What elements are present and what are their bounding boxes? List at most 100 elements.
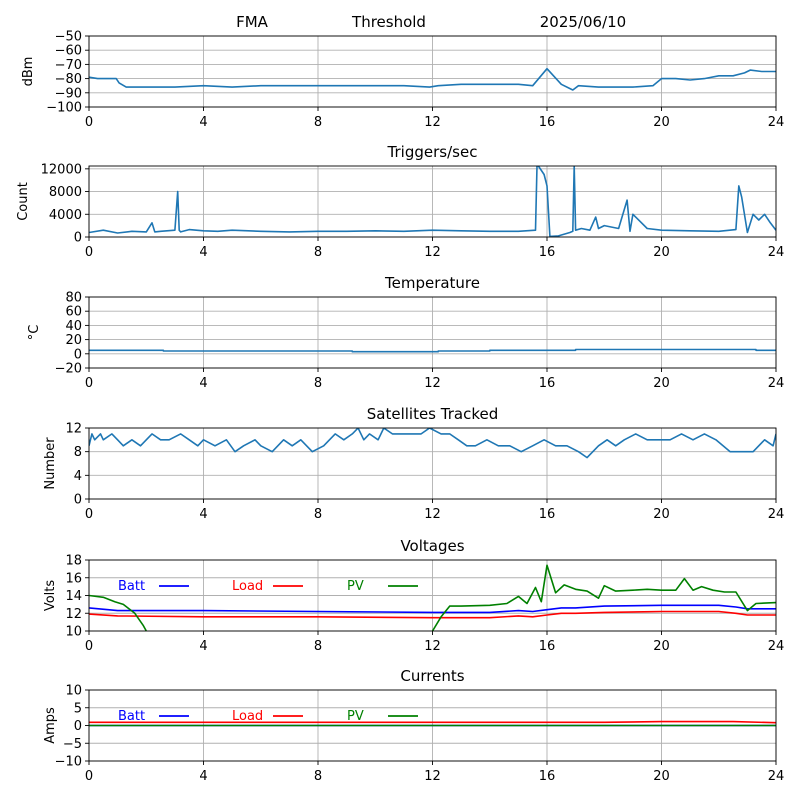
y-tick-label: 12 (65, 607, 82, 622)
y-tick-label: −90 (55, 86, 82, 101)
x-tick-label: 4 (199, 507, 207, 522)
x-tick-label: 0 (85, 115, 93, 130)
x-tick-label: 8 (314, 639, 322, 654)
y-tick-label: −70 (55, 58, 82, 73)
x-tick-label: 12 (424, 769, 441, 784)
header-middle: Threshold (351, 13, 426, 31)
y-tick-label: 8 (74, 445, 82, 460)
x-tick-label: 24 (768, 639, 785, 654)
panel-threshold: 0 4 8 12 16 20 24 −100−90−80−70−60−50 dBm (21, 30, 784, 131)
x-tick-label: 8 (314, 507, 322, 522)
series-line-threshold (89, 67, 776, 91)
y-axis-label: Volts (43, 580, 58, 612)
x-tick-label: 20 (653, 507, 670, 522)
x-tick-label: 20 (653, 769, 670, 784)
x-tick-label: 0 (85, 769, 93, 784)
x-tick-label: 20 (653, 639, 670, 654)
chart-title: Triggers/sec (387, 143, 478, 161)
x-tick-label: 20 (653, 376, 670, 391)
y-tick-label: 10 (65, 684, 82, 699)
panel-currents: 0 4 8 12 16 20 24 −10 −5 0 5 10 Currents Amps Batt Load… (43, 667, 784, 784)
y-axis-label: Amps (43, 707, 58, 744)
y-tick-label: 10 (65, 625, 82, 640)
y-tick-label: 0 (74, 719, 82, 734)
y-tick-label: 60 (65, 305, 82, 320)
y-tick-label: 8000 (49, 185, 82, 200)
y-tick-label: −20 (55, 362, 82, 377)
series-line-temperature (89, 348, 776, 353)
x-tick-label: 0 (85, 376, 93, 391)
y-tick-label: 16 (65, 571, 82, 586)
x-tick-label: 4 (199, 115, 207, 130)
y-tick-label: −60 (55, 44, 82, 59)
x-tick-label: 8 (314, 115, 322, 130)
header-left: FMA (236, 13, 269, 31)
panel-satellites: 0 4 8 12 16 20 24 0 4 8 12 Satellites Tracked Number (43, 405, 784, 522)
y-axis-label: Count (16, 182, 31, 221)
y-tick-label: 4000 (49, 208, 82, 223)
y-axis-label: Number (43, 437, 58, 490)
y-tick-label: 0 (74, 347, 82, 362)
series-line-pv (431, 564, 776, 631)
legend-label-pv: PV (347, 579, 364, 594)
x-tick-label: 12 (424, 115, 441, 130)
series-line-satellites (89, 428, 776, 459)
y-tick-label: −100 (46, 101, 82, 116)
legend-label-load: Load (232, 709, 263, 724)
x-tick-label: 4 (199, 769, 207, 784)
y-tick-label: 12 (65, 422, 82, 437)
x-tick-label: 8 (314, 376, 322, 391)
y-axis-label: dBm (21, 57, 36, 87)
x-tick-label: 24 (768, 769, 785, 784)
x-tick-label: 12 (424, 507, 441, 522)
x-tick-label: 24 (768, 376, 785, 391)
x-tick-label: 16 (539, 639, 556, 654)
chart-title: Satellites Tracked (367, 405, 498, 423)
chart-title: Voltages (400, 537, 464, 555)
x-tick-label: 8 (314, 769, 322, 784)
x-tick-label: 16 (539, 376, 556, 391)
y-tick-label: 18 (65, 554, 82, 569)
x-tick-label: 24 (768, 115, 785, 130)
x-tick-label: 12 (424, 639, 441, 654)
x-tick-label: 20 (653, 245, 670, 260)
y-tick-label: 5 (74, 701, 82, 716)
x-tick-label: 4 (199, 245, 207, 260)
x-tick-label: 4 (199, 639, 207, 654)
legend-label-batt: Batt (118, 579, 145, 594)
y-tick-label: 4 (74, 469, 82, 484)
y-tick-label: −10 (55, 755, 82, 770)
y-tick-label: −50 (55, 30, 82, 45)
y-tick-label: 40 (65, 319, 82, 334)
series-line-pv (89, 594, 148, 631)
x-tick-label: 12 (424, 376, 441, 391)
x-tick-label: 0 (85, 639, 93, 654)
x-tick-label: 4 (199, 376, 207, 391)
x-tick-label: 16 (539, 115, 556, 130)
legend-label-pv: PV (347, 709, 364, 724)
panel-triggers: 0 4 8 12 16 20 24 0 4000 8000 12000 Triggers/sec Cou… (16, 143, 784, 260)
x-tick-label: 0 (85, 507, 93, 522)
series-line-triggers (89, 166, 776, 237)
panel-voltages: 0 4 8 12 16 20 24 10 12 14 16 18 Voltages Volts Batt Lo… (43, 537, 784, 654)
legend-label-load: Load (232, 579, 263, 594)
x-tick-label: 24 (768, 245, 785, 260)
chart-title: Temperature (384, 274, 480, 292)
x-tick-label: 16 (539, 507, 556, 522)
legend-label-batt: Batt (118, 709, 145, 724)
series-line-load (89, 610, 776, 619)
x-tick-label: 12 (424, 245, 441, 260)
y-tick-label: 12000 (41, 162, 82, 177)
series-line-batt (89, 604, 776, 614)
x-tick-label: 8 (314, 245, 322, 260)
y-tick-label: 14 (65, 589, 82, 604)
y-tick-label: 0 (74, 493, 82, 508)
y-tick-label: −5 (63, 737, 82, 752)
series-line-load (89, 720, 776, 724)
y-tick-label: 80 (65, 291, 82, 306)
x-tick-label: 0 (85, 245, 93, 260)
y-tick-label: 0 (74, 231, 82, 246)
y-tick-label: 20 (65, 333, 82, 348)
header-right: 2025/06/10 (540, 13, 626, 31)
